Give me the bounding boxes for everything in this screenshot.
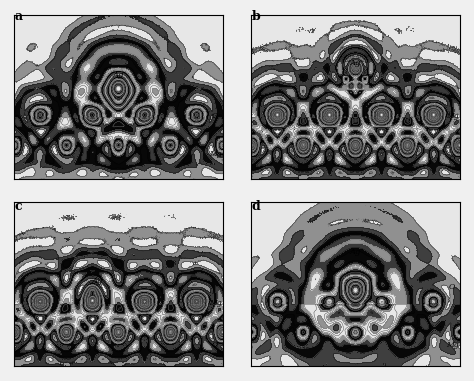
Text: Ag: Ag xyxy=(350,59,361,67)
Text: d: d xyxy=(251,200,260,213)
Text: Mg: Mg xyxy=(446,112,458,120)
Text: Mg: Mg xyxy=(209,150,221,158)
Text: c: c xyxy=(14,200,22,213)
Text: Mg: Mg xyxy=(446,341,458,349)
Text: Ag: Ag xyxy=(92,277,103,285)
Text: Ag: Ag xyxy=(113,71,124,79)
Text: b: b xyxy=(251,10,260,22)
Text: O: O xyxy=(212,112,218,120)
Text: O: O xyxy=(449,283,455,291)
Text: Mg: Mg xyxy=(209,299,221,307)
Text: O: O xyxy=(212,341,218,349)
Text: a: a xyxy=(14,10,22,22)
Text: O: O xyxy=(449,155,455,163)
Text: Ag: Ag xyxy=(350,248,361,256)
